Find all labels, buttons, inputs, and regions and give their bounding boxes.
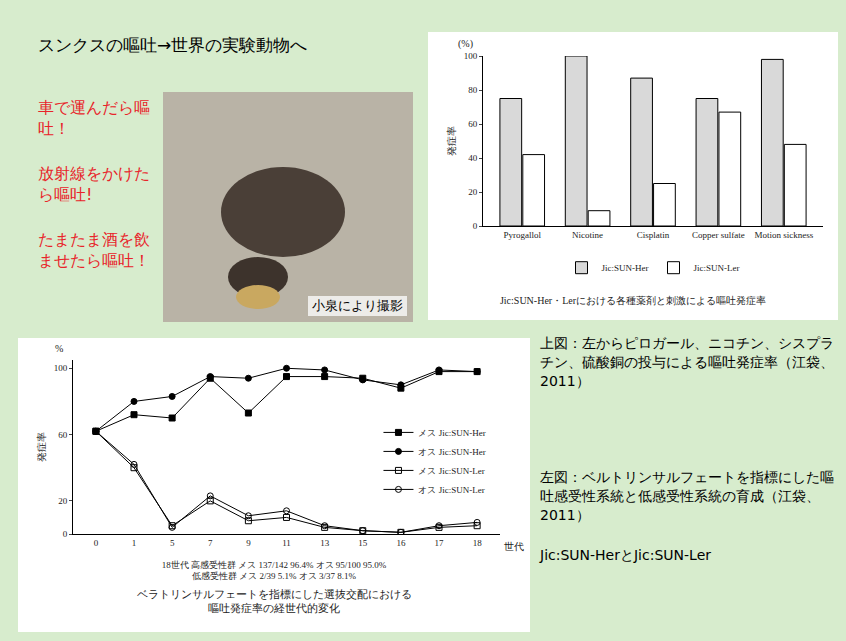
svg-text:Jic:SUN-Her: Jic:SUN-Her bbox=[602, 263, 649, 273]
svg-text:Pyrogallol: Pyrogallol bbox=[503, 230, 541, 240]
html-text:ベラトリンサルフェートを指標にした選抜交配における: ベラトリンサルフェートを指標にした選抜交配における bbox=[136, 587, 412, 600]
svg-text:発症率: 発症率 bbox=[446, 126, 457, 156]
svg-text:Nicotine: Nicotine bbox=[572, 230, 603, 240]
svg-text:100: 100 bbox=[464, 51, 478, 61]
svg-text:0: 0 bbox=[94, 538, 99, 548]
svg-text:100: 100 bbox=[54, 363, 68, 373]
svg-text:11: 11 bbox=[282, 538, 291, 548]
svg-text:メス Jic:SUN-Her: メス Jic:SUN-Her bbox=[418, 428, 485, 438]
svg-text:Copper sulfate: Copper sulfate bbox=[692, 230, 745, 240]
svg-text:発症率: 発症率 bbox=[36, 432, 47, 462]
svg-text:Cisplatin: Cisplatin bbox=[637, 230, 670, 240]
html-text:放射線をかけたら嘔吐!: 放射線をかけたら嘔吐! bbox=[38, 164, 150, 204]
svg-text:0: 0 bbox=[473, 221, 478, 231]
svg-text:20: 20 bbox=[468, 187, 478, 197]
svg-text:5: 5 bbox=[170, 538, 175, 548]
svg-text:40: 40 bbox=[468, 153, 478, 163]
svg-text:オス Jic:SUN-Her: オス Jic:SUN-Her bbox=[418, 447, 485, 457]
svg-text:20: 20 bbox=[58, 496, 67, 506]
svg-text:9: 9 bbox=[246, 538, 251, 548]
html-text:車で運んだら嘔吐！: 車で運んだら嘔吐！ bbox=[38, 98, 150, 138]
svg-text:オス Jic:SUN-Ler: オス Jic:SUN-Ler bbox=[418, 485, 484, 495]
svg-text:15: 15 bbox=[358, 538, 368, 548]
svg-text:60: 60 bbox=[468, 119, 478, 129]
html-text:上図：左からピロガール、ニコチン、シスプラチン、硫酸銅の投与: 上図：左からピロガール、ニコチン、シスプラチン、硫酸銅の投与による嘔吐発症率（江… bbox=[540, 335, 834, 389]
html-text:低感受性群 メス 2/39 5.1% オス 3/37 8.1: 低感受性群 メス 2/39 5.1% オス 3/37 8.1% bbox=[192, 571, 356, 582]
svg-text:7: 7 bbox=[208, 538, 213, 548]
html-text:嘔吐発症率の経世代的変化: 嘔吐発症率の経世代的変化 bbox=[208, 601, 340, 614]
html-text:Jic:SUN-HerとJic:SUN-Ler: Jic:SUN-HerとJic:SUN-Ler bbox=[540, 547, 711, 563]
html-text:18世代 高感受性群 メス 137/142 96.4% オス: 18世代 高感受性群 メス 137/142 96.4% オス 95/100 95… bbox=[161, 560, 387, 570]
svg-text:0: 0 bbox=[63, 529, 68, 539]
svg-text:Jic:SUN-Ler: Jic:SUN-Ler bbox=[694, 263, 740, 273]
html-text:Jic:SUN-Her・Lerにおける各種薬剤と刺激による嘔: Jic:SUN-Her・Lerにおける各種薬剤と刺激による嘔吐発症率 bbox=[500, 295, 766, 306]
svg-text:メス Jic:SUN-Ler: メス Jic:SUN-Ler bbox=[418, 466, 484, 476]
svg-text:18: 18 bbox=[473, 538, 483, 548]
svg-text:1: 1 bbox=[132, 538, 137, 548]
svg-text:Motion sickness: Motion sickness bbox=[754, 230, 813, 240]
svg-text:%: % bbox=[55, 343, 63, 354]
svg-text:16: 16 bbox=[396, 538, 406, 548]
html-text:左図：ベルトリンサルフェートを指標にした嘔吐感受性系統と低感: 左図：ベルトリンサルフェートを指標にした嘔吐感受性系統と低感受性系統の育成（江袋… bbox=[540, 469, 834, 523]
svg-text:世代: 世代 bbox=[504, 541, 524, 552]
html-text:スンクスの嘔吐→世界の実験動物へ: スンクスの嘔吐→世界の実験動物へ bbox=[38, 35, 308, 55]
svg-text:17: 17 bbox=[435, 538, 445, 548]
html-text:たまたま酒を飲ませたら嘔吐！: たまたま酒を飲ませたら嘔吐！ bbox=[38, 230, 150, 270]
svg-text:80: 80 bbox=[468, 85, 478, 95]
svg-text:60: 60 bbox=[58, 430, 67, 440]
html-text:小泉により撮影: 小泉により撮影 bbox=[312, 298, 403, 313]
svg-text:13: 13 bbox=[320, 538, 330, 548]
svg-text:(%): (%) bbox=[458, 38, 473, 50]
